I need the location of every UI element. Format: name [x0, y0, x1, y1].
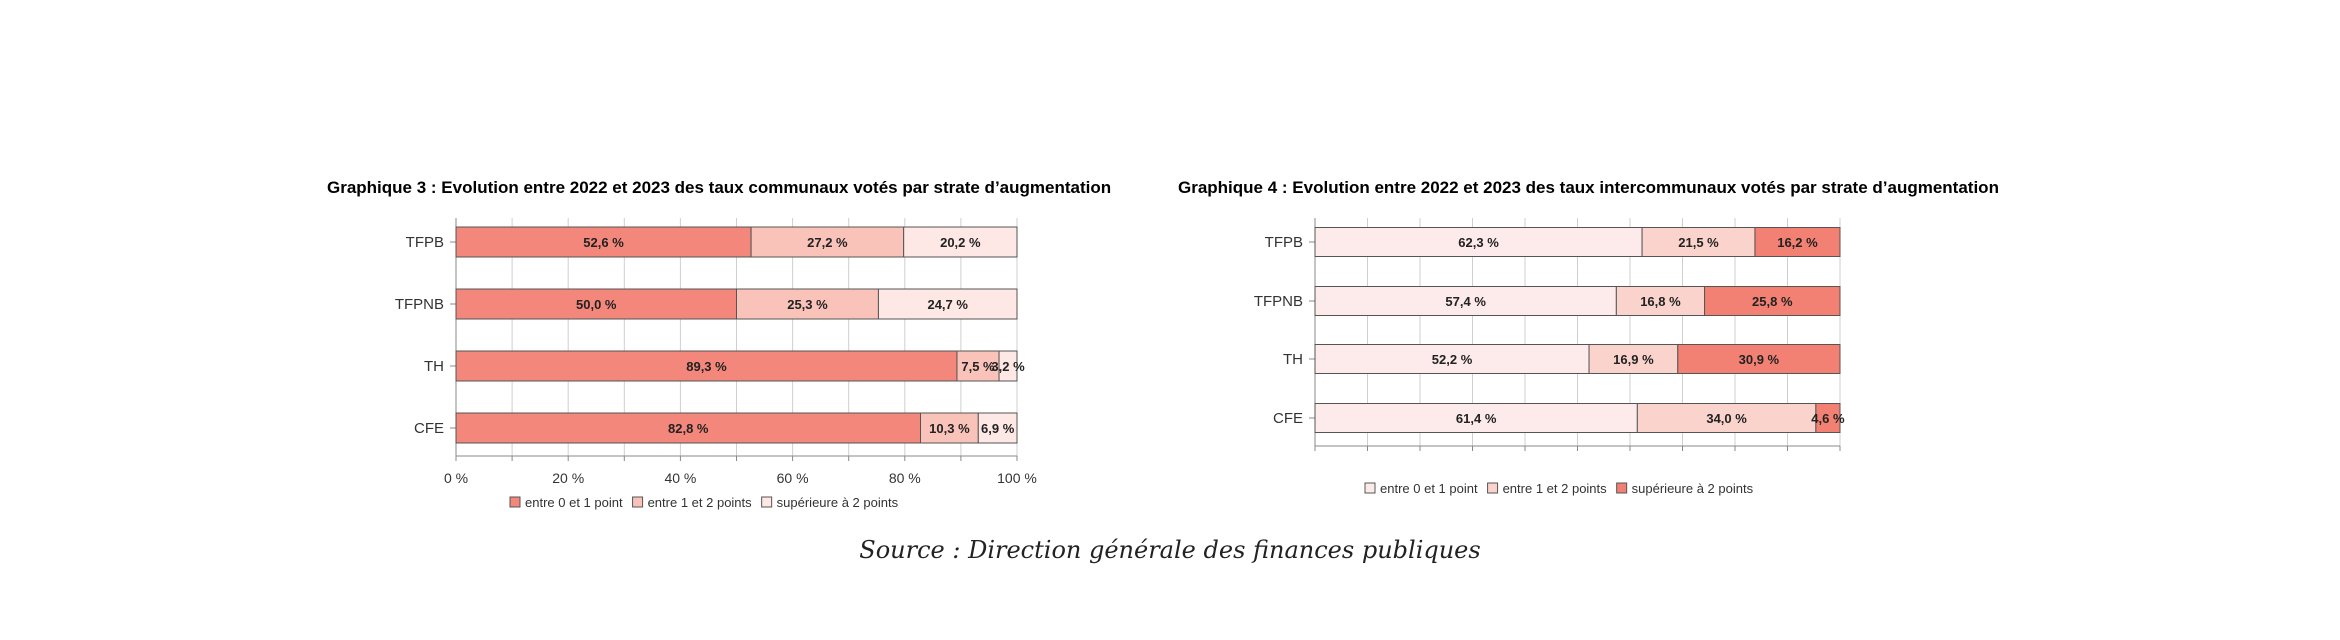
category-label-cfe: CFE — [1273, 410, 1303, 427]
data-label: 82,8 % — [668, 421, 709, 436]
data-label: 27,2 % — [807, 235, 848, 250]
bar-tfpnb-sup-rieure-2-points — [877, 288, 1018, 320]
data-label: 16,8 % — [1640, 294, 1681, 309]
legend-swatch-entre-1-et-2-points — [632, 496, 644, 508]
category-label-th: TH — [1283, 351, 1303, 368]
x-tick-label: 100 % — [997, 470, 1037, 486]
data-label: 62,3 % — [1458, 235, 1499, 250]
legend-label-entre-0-et-1-point: entre 0 et 1 point — [1380, 481, 1478, 496]
bar-th-entre-1-et-2-points — [1588, 344, 1679, 374]
bar-tfpb-entre-1-et-2-points — [1641, 227, 1756, 257]
data-label: 6,9 % — [981, 421, 1015, 436]
bar-th-entre-1-et-2-points — [956, 350, 1000, 382]
data-label: 25,3 % — [787, 297, 828, 312]
category-label-tfpnb: TFPNB — [1254, 293, 1303, 310]
data-label: 30,9 % — [1739, 352, 1780, 367]
data-label: 3,2 % — [991, 359, 1025, 374]
chart-3-title: Graphique 3 : Evolution entre 2022 et 20… — [327, 178, 1112, 197]
category-label-tfpnb: TFPNB — [395, 296, 444, 313]
x-tick-label: 20 % — [552, 470, 584, 486]
bar-tfpb-sup-rieure-2-points — [1754, 227, 1841, 257]
data-label: 57,4 % — [1445, 294, 1486, 309]
data-label: 89,3 % — [686, 359, 727, 374]
bar-tfpnb-sup-rieure-2-points — [1704, 286, 1841, 316]
bar-tfpb-entre-0-et-1-point — [455, 226, 752, 258]
bar-cfe-entre-1-et-2-points — [1636, 403, 1817, 433]
data-label: 50,0 % — [576, 297, 617, 312]
bar-th-sup-rieure-2-points — [998, 350, 1018, 382]
data-label: 52,2 % — [1432, 352, 1473, 367]
data-label: 4,6 % — [1811, 411, 1845, 426]
legend-label-sup-rieure-2-points: supérieure à 2 points — [777, 495, 899, 510]
data-label: 7,5 % — [961, 359, 995, 374]
bar-th-entre-0-et-1-point — [1314, 344, 1590, 374]
source-note: Source : Direction générale des finances… — [859, 536, 1481, 564]
category-label-cfe: CFE — [414, 420, 444, 437]
bar-tfpnb-entre-0-et-1-point — [1314, 286, 1617, 316]
data-label: 21,5 % — [1678, 235, 1719, 250]
legend-swatch-sup-rieure-2-points — [761, 496, 773, 508]
legend-swatch-entre-0-et-1-point — [1364, 482, 1376, 494]
legend-swatch-entre-0-et-1-point — [509, 496, 521, 508]
bar-cfe-sup-rieure-2-points — [977, 412, 1018, 444]
category-label-th: TH — [424, 358, 444, 375]
bar-th-entre-0-et-1-point — [455, 350, 958, 382]
x-tick-label: 40 % — [664, 470, 696, 486]
legend-label-entre-0-et-1-point: entre 0 et 1 point — [525, 495, 623, 510]
data-label: 25,8 % — [1752, 294, 1793, 309]
bar-th-sup-rieure-2-points — [1677, 344, 1841, 374]
data-label: 61,4 % — [1456, 411, 1497, 426]
bar-cfe-entre-0-et-1-point — [455, 412, 922, 444]
x-tick-label: 0 % — [444, 470, 468, 486]
data-label: 10,3 % — [929, 421, 970, 436]
bar-tfpnb-entre-1-et-2-points — [1615, 286, 1706, 316]
data-label: 34,0 % — [1706, 411, 1747, 426]
data-label: 20,2 % — [940, 235, 981, 250]
data-label: 16,9 % — [1613, 352, 1654, 367]
data-label: 24,7 % — [927, 297, 968, 312]
x-tick-label: 60 % — [777, 470, 809, 486]
category-label-tfpb: TFPB — [406, 234, 444, 251]
bar-tfpb-entre-0-et-1-point — [1314, 227, 1643, 257]
category-label-tfpb: TFPB — [1265, 234, 1303, 251]
chart-4-title: Graphique 4 : Evolution entre 2022 et 20… — [1178, 178, 1999, 197]
legend-swatch-entre-1-et-2-points — [1487, 482, 1499, 494]
legend-label-entre-1-et-2-points: entre 1 et 2 points — [1503, 481, 1608, 496]
legend-swatch-sup-rieure-2-points — [1616, 482, 1628, 494]
bar-cfe-entre-1-et-2-points — [920, 412, 979, 444]
legend-label-entre-1-et-2-points: entre 1 et 2 points — [648, 495, 753, 510]
bar-tfpb-sup-rieure-2-points — [903, 226, 1018, 258]
bar-cfe-entre-0-et-1-point — [1314, 403, 1638, 433]
bar-cfe-sup-rieure-2-points — [1815, 403, 1841, 433]
x-tick-label: 80 % — [889, 470, 921, 486]
legend-label-sup-rieure-2-points: supérieure à 2 points — [1632, 481, 1754, 496]
data-label: 52,6 % — [583, 235, 624, 250]
data-label: 16,2 % — [1777, 235, 1818, 250]
